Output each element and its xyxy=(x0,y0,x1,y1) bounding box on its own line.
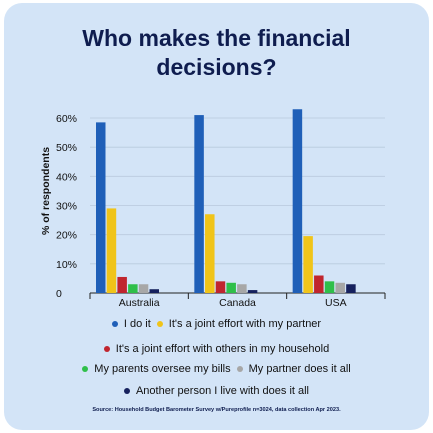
bar-2-4 xyxy=(335,282,345,293)
legend-row-3: My parents oversee my bills My partner d… xyxy=(0,363,433,375)
y-tick-label: 20% xyxy=(56,230,77,242)
legend-row-4: Another person I live with does it all xyxy=(0,385,433,397)
y-tick-label: 30% xyxy=(56,201,77,213)
legend-label: Another person I live with does it all xyxy=(135,385,310,397)
bar-1-5 xyxy=(247,290,258,293)
source-note: Source: Household Budget Barometer Surve… xyxy=(92,407,341,413)
bar-0-2 xyxy=(117,276,127,293)
legend-dot-icon xyxy=(156,321,163,327)
bar-1-1 xyxy=(205,214,215,293)
bar-2-3 xyxy=(324,281,335,293)
x-tick-label: Australia xyxy=(119,297,160,309)
legend-label: My partner does it all xyxy=(248,363,351,375)
bar-1-4 xyxy=(237,284,247,293)
chart-title: Who makes the financial decisions? xyxy=(0,24,433,82)
legend-item-joint-household: It's a joint effort with others in my ho… xyxy=(103,343,330,355)
bar-2-0 xyxy=(292,109,303,293)
legend-dot-icon xyxy=(123,388,130,394)
y-tick-label: 10% xyxy=(56,259,77,271)
legend-label: My parents oversee my bills xyxy=(94,363,231,375)
title-line-2: decisions? xyxy=(156,54,277,80)
title-line-1: Who makes the financial xyxy=(82,25,351,51)
legend-item-joint-partner: It's a joint effort with my partner xyxy=(156,318,322,330)
bar-0-1 xyxy=(106,208,117,293)
bar-2-5 xyxy=(346,284,356,293)
x-tick-label: Canada xyxy=(219,297,256,309)
legend-item-parents: My parents oversee my bills xyxy=(82,363,231,375)
bar-1-3 xyxy=(226,282,236,293)
legend-dot-icon xyxy=(82,366,89,372)
bar-0-4 xyxy=(138,284,149,293)
x-tick-label: USA xyxy=(325,297,347,309)
y-tick-label: 50% xyxy=(56,142,77,154)
legend-row-2: It's a joint effort with others in my ho… xyxy=(0,343,433,355)
y-tick-label: 0 xyxy=(56,288,62,300)
legend-dot-icon xyxy=(236,366,243,372)
chart-card xyxy=(4,3,429,430)
legend-item-partner-all: My partner does it all xyxy=(236,363,351,375)
legend-item-i-do-it: I do it xyxy=(111,318,151,330)
legend-label: I do it xyxy=(123,318,151,330)
bar-2-1 xyxy=(303,236,313,293)
bar-0-3 xyxy=(128,284,138,293)
bar-0-5 xyxy=(149,289,159,293)
bar-2-2 xyxy=(314,275,324,293)
legend-dot-icon xyxy=(111,321,118,327)
y-tick-label: 40% xyxy=(56,171,77,183)
bar-1-2 xyxy=(215,281,226,293)
bar-0-0 xyxy=(96,122,106,293)
bar-1-0 xyxy=(194,115,204,293)
legend-label: It's a joint effort with my partner xyxy=(168,318,322,330)
legend-label: It's a joint effort with others in my ho… xyxy=(115,343,330,355)
legend-row-1: I do it It's a joint effort with my part… xyxy=(0,318,433,330)
legend-item-another-person: Another person I live with does it all xyxy=(123,385,310,397)
y-tick-label: 60% xyxy=(56,113,77,125)
legend-dot-icon xyxy=(103,346,110,352)
